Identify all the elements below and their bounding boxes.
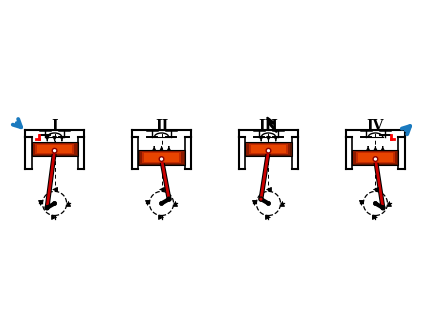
Circle shape xyxy=(381,206,385,210)
Bar xyxy=(249,144,289,154)
Circle shape xyxy=(373,201,378,206)
Circle shape xyxy=(159,157,164,161)
Circle shape xyxy=(52,201,57,206)
Bar xyxy=(352,150,399,165)
Circle shape xyxy=(43,192,67,215)
Circle shape xyxy=(266,201,270,206)
Bar xyxy=(246,141,292,156)
Circle shape xyxy=(363,192,387,215)
Bar xyxy=(246,142,291,155)
Bar xyxy=(31,141,78,156)
Bar xyxy=(353,151,397,164)
Circle shape xyxy=(150,192,174,215)
Circle shape xyxy=(160,201,164,206)
Bar xyxy=(35,144,74,154)
Bar xyxy=(37,145,72,153)
Bar xyxy=(138,150,184,165)
Circle shape xyxy=(373,157,378,161)
Text: IV: IV xyxy=(367,119,384,133)
Circle shape xyxy=(266,149,271,153)
Bar xyxy=(139,151,184,164)
Circle shape xyxy=(167,197,171,201)
Bar xyxy=(251,145,286,153)
Bar xyxy=(356,152,395,163)
Bar xyxy=(33,142,77,155)
Circle shape xyxy=(45,206,49,210)
Circle shape xyxy=(256,192,280,215)
Text: III: III xyxy=(258,119,278,133)
Polygon shape xyxy=(267,118,276,132)
Text: I: I xyxy=(51,119,58,133)
Circle shape xyxy=(259,197,263,201)
Text: II: II xyxy=(155,119,168,133)
Bar xyxy=(358,153,393,162)
Bar xyxy=(141,152,181,163)
Bar xyxy=(144,153,179,162)
Circle shape xyxy=(52,149,57,153)
